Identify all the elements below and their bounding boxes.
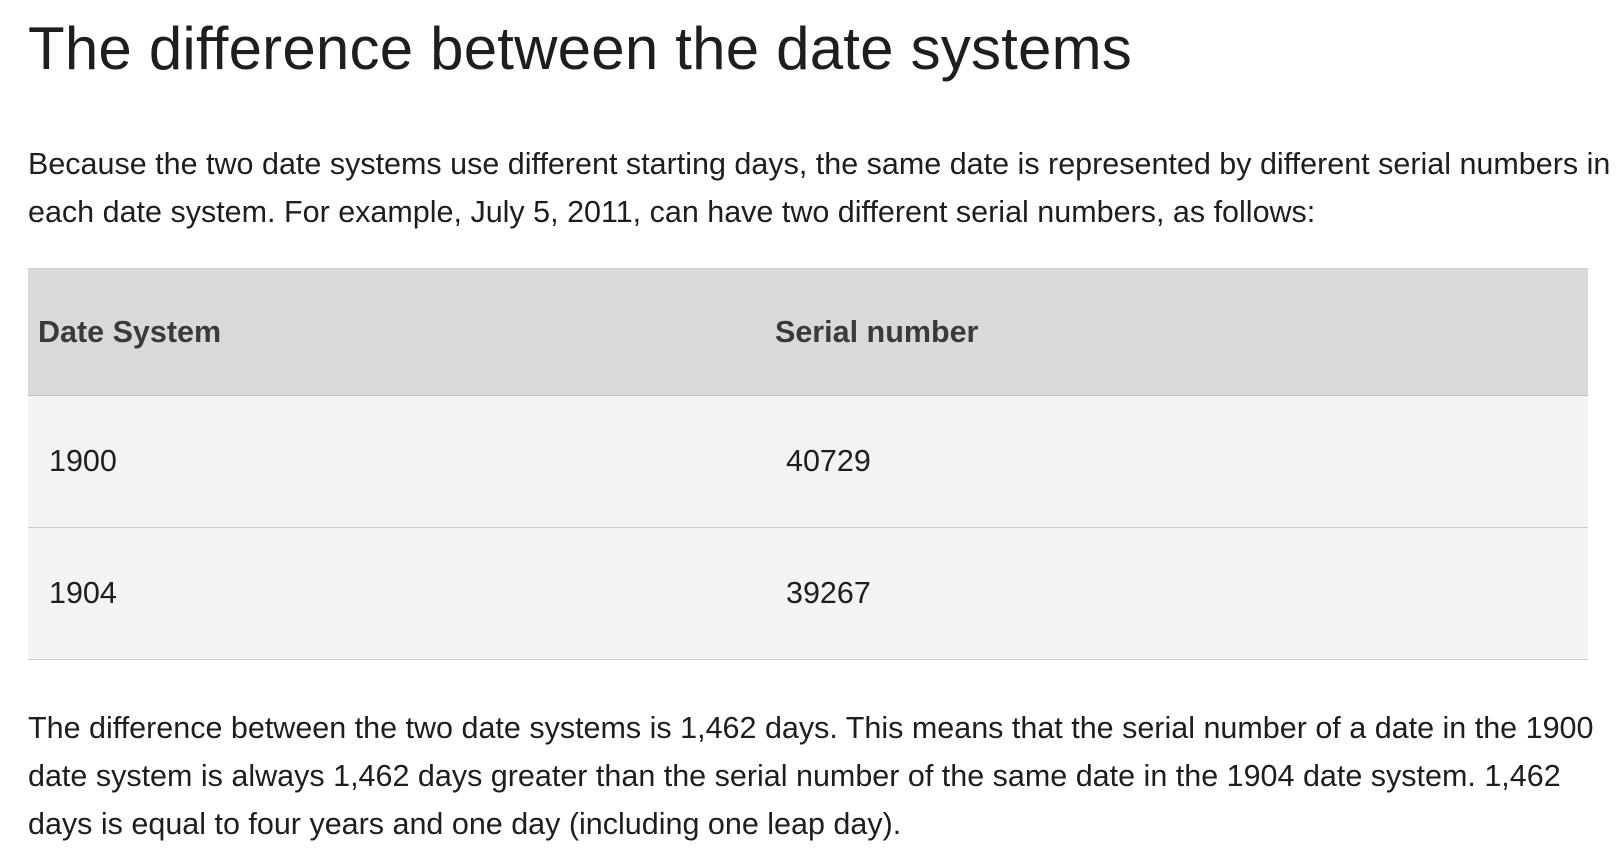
- explanation-paragraph: The difference between the two date syst…: [28, 711, 1594, 841]
- date-system-cell: 1900: [49, 444, 117, 478]
- table-header-row: Date System Serial number: [28, 268, 1588, 396]
- table-row: 1904 39267: [28, 528, 1588, 660]
- serial-number-cell: 39267: [786, 576, 871, 610]
- page-title: The difference between the date systems: [28, 15, 1133, 82]
- column-header-serial-number: Serial number: [775, 314, 979, 349]
- date-system-cell: 1904: [49, 576, 117, 610]
- table-row: 1900 40729: [28, 396, 1588, 528]
- intro-paragraph: Because the two date systems use differe…: [28, 147, 1611, 229]
- serial-number-cell: 40729: [786, 444, 871, 478]
- column-header-date-system: Date System: [38, 314, 222, 349]
- date-system-table: Date System Serial number 1900 40729 190…: [28, 268, 1588, 660]
